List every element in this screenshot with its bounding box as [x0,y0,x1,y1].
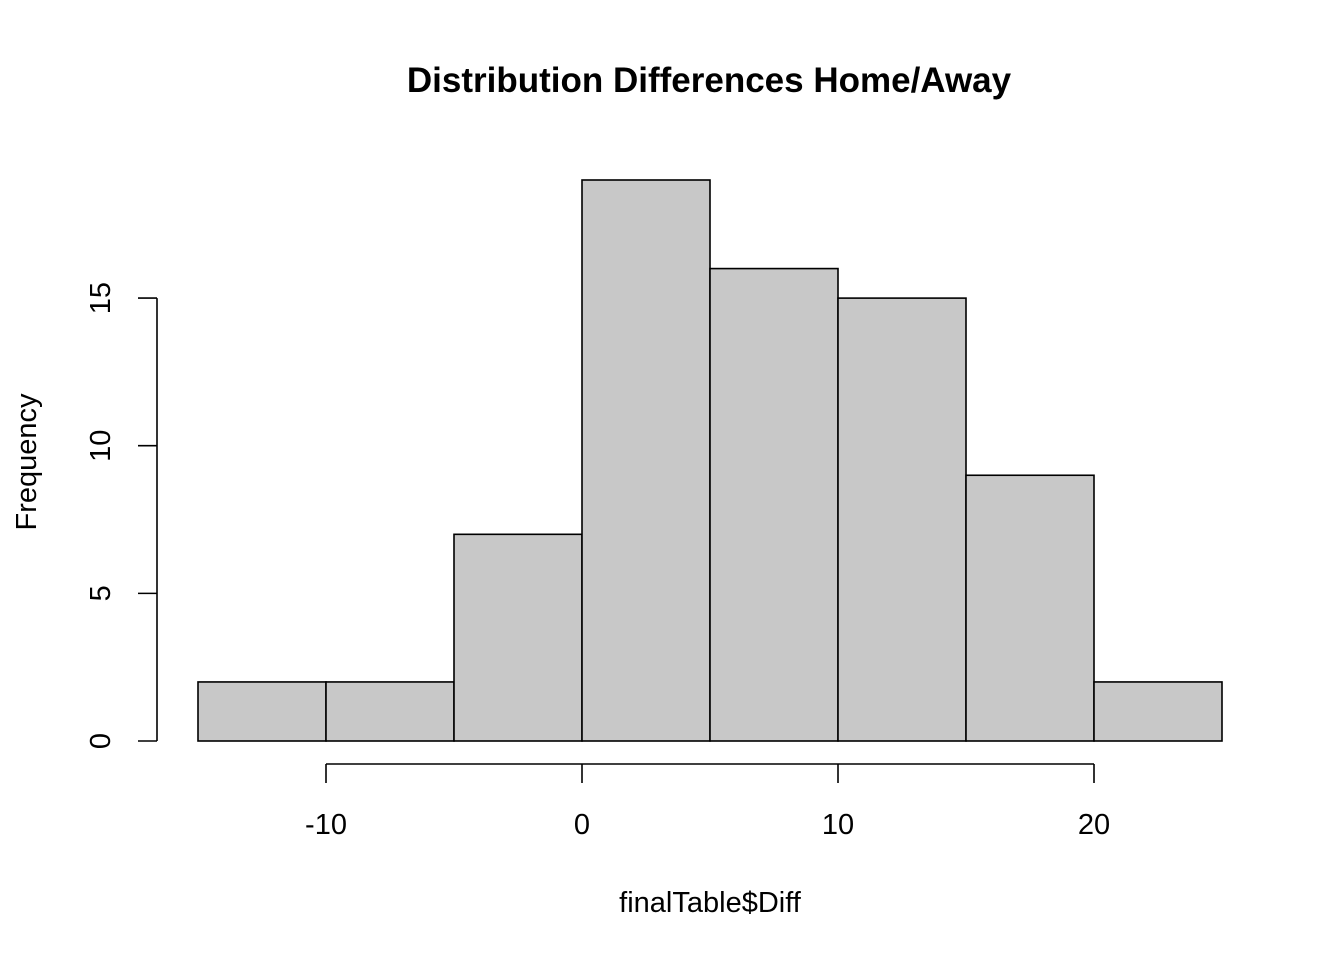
x-axis: -10 0 10 20 [305,763,1110,841]
y-axis: 0 5 10 15 [85,282,158,749]
y-tick-label: 15 [85,282,117,314]
histogram-bar [197,681,327,742]
x-tick-label: 20 [1078,809,1110,841]
y-axis-label: Frequency [11,393,43,531]
y-tick-label: 5 [85,585,117,601]
x-tick-label: -10 [305,809,347,841]
histogram-bar [325,681,455,742]
chart-title: Distribution Differences Home/Away [407,61,1012,100]
histogram-bars [197,179,1223,742]
y-tick-label: 0 [85,733,117,749]
histogram-bar [709,267,839,742]
x-tick-label: 10 [822,809,854,841]
x-axis-label: finalTable$Diff [619,887,802,919]
histogram-bar [581,179,711,742]
histogram-bar [1093,681,1223,742]
histogram-bar [837,297,967,742]
histogram-bar [965,474,1095,742]
x-tick-label: 0 [574,809,590,841]
histogram-bar [453,533,583,742]
y-tick-label: 10 [85,430,117,462]
